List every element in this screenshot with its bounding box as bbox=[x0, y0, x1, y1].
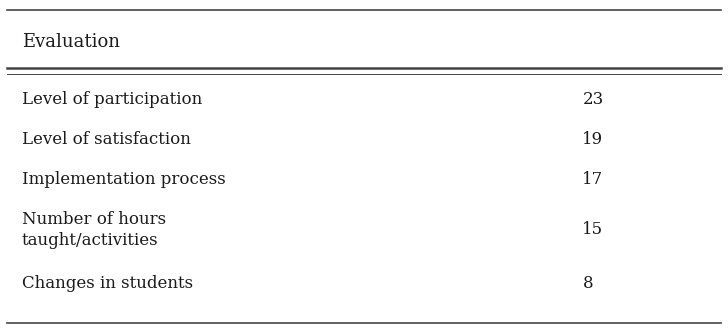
Text: Implementation process: Implementation process bbox=[22, 171, 226, 188]
Text: Evaluation: Evaluation bbox=[22, 33, 120, 51]
Text: Changes in students: Changes in students bbox=[22, 274, 193, 292]
Text: Level of participation: Level of participation bbox=[22, 91, 202, 109]
Text: 19: 19 bbox=[582, 131, 604, 149]
Text: Number of hours
taught/activities: Number of hours taught/activities bbox=[22, 211, 166, 249]
Text: 17: 17 bbox=[582, 171, 604, 188]
Text: 15: 15 bbox=[582, 221, 604, 238]
Text: Level of satisfaction: Level of satisfaction bbox=[22, 131, 191, 149]
Text: 23: 23 bbox=[582, 91, 604, 109]
Text: 8: 8 bbox=[582, 274, 593, 292]
